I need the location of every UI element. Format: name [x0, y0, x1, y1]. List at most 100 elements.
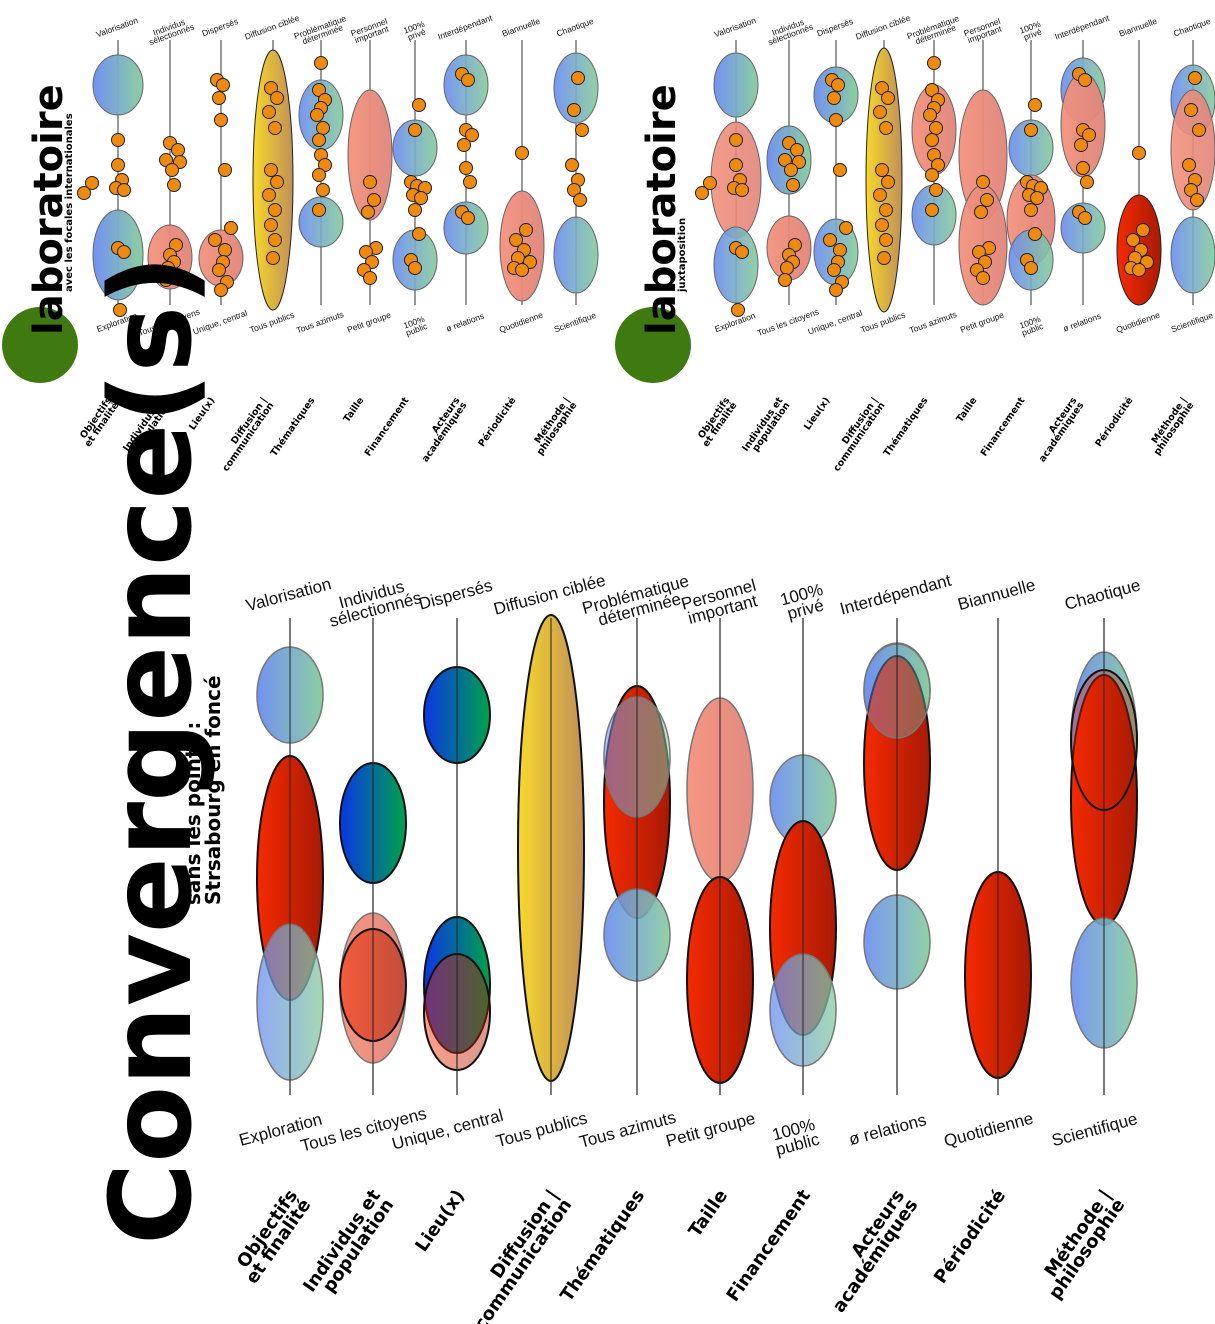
data-point: [208, 233, 222, 247]
panel-subtitle-right: juxtaposition: [677, 218, 688, 293]
data-point: [412, 98, 426, 112]
main-category-label: Périodicité: [930, 1186, 1010, 1288]
category-label: Financement: [979, 395, 1028, 459]
data-point: [879, 233, 893, 247]
data-point: [367, 193, 381, 207]
data-point: [873, 105, 887, 119]
data-point: [923, 108, 937, 122]
category-label: Taille: [954, 395, 979, 424]
main-category-label: Diffusion |communication: [457, 1186, 576, 1324]
data-point: [1182, 158, 1196, 172]
data-point: [214, 113, 228, 127]
data-point: [1192, 123, 1206, 137]
data-point: [159, 273, 173, 287]
category-label: Acteursacadémiques: [1030, 395, 1087, 464]
top-label: Dispersés: [201, 16, 240, 38]
data-point: [363, 271, 377, 285]
category-label: Financement: [363, 395, 412, 459]
top-label: Diffusion ciblée: [243, 13, 301, 42]
data-point: [111, 133, 125, 147]
data-point: [117, 245, 131, 259]
data-point: [1132, 146, 1146, 160]
panel-right: laboratoirejuxtapositionValorisationExpl…: [615, 12, 1215, 474]
data-point: [567, 103, 581, 117]
data-point: [974, 205, 988, 219]
data-point: [1188, 71, 1202, 85]
data-point: [703, 176, 717, 190]
category-label: Thématiques: [882, 395, 931, 458]
data-point: [316, 121, 330, 135]
top-label: 100%privé: [402, 19, 429, 43]
data-point: [735, 245, 749, 259]
range-ellipse: [553, 216, 599, 294]
data-point: [925, 133, 939, 147]
top-label: Chaotique: [1172, 16, 1212, 39]
main-bottom-label: Scientifique: [1050, 1109, 1140, 1150]
data-point: [829, 113, 843, 127]
data-point: [571, 71, 585, 85]
data-point: [879, 121, 893, 135]
category-label: Lieu(x): [802, 395, 832, 432]
data-point: [113, 303, 127, 317]
data-point: [839, 221, 853, 235]
data-point: [1030, 191, 1044, 205]
data-point: [363, 175, 377, 189]
data-point: [833, 163, 847, 177]
data-point: [1028, 98, 1042, 112]
data-point: [412, 227, 426, 241]
range-ellipse: [392, 119, 438, 177]
data-point: [731, 303, 745, 317]
data-point: [925, 203, 939, 217]
data-point: [312, 168, 326, 182]
data-point: [784, 163, 798, 177]
data-point: [833, 243, 847, 257]
data-point: [695, 186, 709, 200]
panel-title-right: laboratoire: [639, 84, 685, 335]
data-point: [729, 158, 743, 172]
data-point: [264, 218, 278, 232]
data-point: [827, 91, 841, 105]
data-point: [1136, 223, 1150, 237]
data-point: [270, 175, 284, 189]
data-point: [408, 123, 422, 137]
data-point: [879, 203, 893, 217]
main-bottom-label: Quotidienne: [942, 1109, 1035, 1151]
data-point: [1080, 175, 1094, 189]
bottom-label: Petit groupe: [959, 310, 1006, 335]
bottom-label: Quotidienne: [1115, 310, 1162, 335]
panel-main: Convergence(s)sans les points :Strsabour…: [87, 255, 1142, 1324]
data-point: [212, 91, 226, 105]
data-point: [262, 105, 276, 119]
data-point: [461, 211, 475, 225]
category-label: Taille: [341, 395, 366, 424]
main-subtitle-1: sans les points :: [181, 722, 205, 905]
green-disc-left: [2, 307, 78, 383]
data-point: [314, 56, 328, 70]
data-point: [264, 163, 278, 177]
category-label: Méthode |philosophie: [1145, 395, 1197, 457]
data-point: [1126, 233, 1140, 247]
data-point: [827, 263, 841, 277]
data-point: [463, 175, 477, 189]
top-label: Interdépendant: [1053, 12, 1111, 41]
data-point: [573, 193, 587, 207]
bottom-label: Quotidienne: [498, 310, 545, 335]
data-point: [1024, 203, 1038, 217]
data-point: [459, 161, 473, 175]
data-point: [262, 188, 276, 202]
data-point: [316, 183, 330, 197]
bottom-label: ø relations: [445, 311, 486, 334]
data-point: [976, 175, 990, 189]
data-point: [873, 188, 887, 202]
data-point: [565, 158, 579, 172]
data-point: [214, 283, 228, 297]
bottom-label: Scientifique: [553, 310, 598, 335]
main-bottom-label: Petit groupe: [664, 1109, 757, 1151]
data-point: [165, 163, 179, 177]
top-label: 100%privé: [1018, 19, 1045, 43]
main-title: Convergence(s): [87, 255, 217, 1245]
top-label: Diffusion ciblée: [854, 13, 912, 42]
data-point: [268, 203, 282, 217]
data-point: [414, 191, 428, 205]
